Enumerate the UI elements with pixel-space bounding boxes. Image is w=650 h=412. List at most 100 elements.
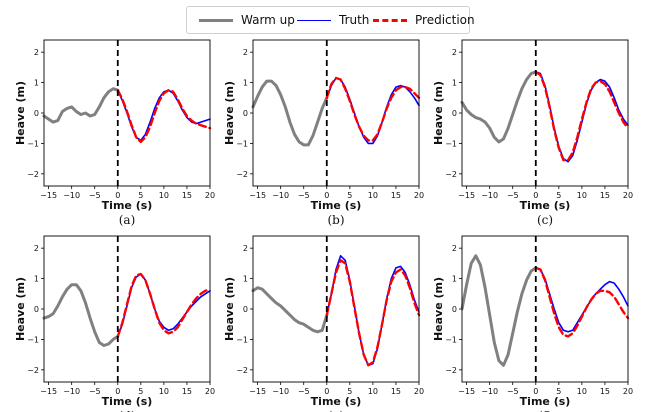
y-axis-label: Heave (m) (14, 277, 27, 341)
plot-frame (43, 235, 211, 383)
y-tick-label: 0 (34, 305, 39, 314)
panel-label: (c) (537, 213, 553, 227)
warm-up-line (42, 87, 120, 124)
x-tick-label: −5 (298, 387, 310, 396)
x-tick-label: 0 (533, 191, 538, 200)
x-tick-label: 10 (159, 387, 169, 396)
x-tick-label: −10 (272, 387, 289, 396)
y-tick-label: −2 (27, 170, 39, 179)
x-tick-label: 5 (556, 191, 561, 200)
prediction-line (534, 70, 630, 162)
y-tick-label: −2 (236, 170, 248, 179)
panel-label: (e) (328, 409, 344, 412)
x-tick-label: −10 (63, 191, 80, 200)
legend-label-prediction: Prediction (415, 13, 475, 27)
y-tick-label: 0 (452, 305, 457, 314)
x-tick-label: 10 (368, 191, 378, 200)
x-tick-label: −15 (40, 191, 57, 200)
y-tick-label: 2 (452, 244, 457, 253)
legend-item-prediction: Prediction (373, 7, 475, 33)
legend-label-warm-up: Warm up (241, 13, 295, 27)
plot-frame (461, 39, 629, 187)
y-tick-label: −1 (27, 139, 39, 148)
y-axis-label: Heave (m) (223, 81, 236, 145)
y-tick-label: 0 (34, 109, 39, 118)
x-tick-label: 10 (159, 191, 169, 200)
legend-item-truth: Truth (297, 7, 369, 33)
y-axis-label: Heave (m) (432, 277, 445, 341)
panel-label: (d) (118, 409, 135, 412)
x-tick-label: 0 (115, 387, 120, 396)
plot-frame (43, 39, 211, 187)
x-tick-label: 15 (182, 387, 192, 396)
x-tick-label: 10 (577, 191, 587, 200)
x-tick-label: 15 (391, 191, 401, 200)
plot-frame (252, 39, 420, 187)
x-tick-label: 15 (600, 191, 610, 200)
y-tick-label: 0 (243, 109, 248, 118)
legend-swatch-prediction (373, 18, 407, 22)
y-tick-label: −1 (445, 335, 457, 344)
y-tick-label: 0 (243, 305, 248, 314)
x-tick-label: −5 (507, 191, 519, 200)
legend: Warm up Truth Prediction (186, 6, 475, 34)
x-tick-label: −10 (481, 387, 498, 396)
y-tick-label: −1 (236, 139, 248, 148)
y-axis-label: Heave (m) (432, 81, 445, 145)
y-tick-label: −1 (445, 139, 457, 148)
x-tick-label: 15 (182, 191, 192, 200)
legend-label-truth: Truth (339, 13, 370, 27)
x-axis-label: Time (s) (520, 199, 571, 212)
x-tick-label: 15 (600, 387, 610, 396)
y-tick-label: −2 (236, 366, 248, 375)
x-tick-label: −15 (249, 387, 266, 396)
x-tick-label: −5 (507, 387, 519, 396)
x-tick-label: −15 (40, 387, 57, 396)
x-tick-label: 5 (138, 191, 143, 200)
x-axis-label: Time (s) (311, 395, 362, 408)
x-tick-label: 10 (368, 387, 378, 396)
plot-frame (461, 235, 629, 383)
y-tick-label: 0 (452, 109, 457, 118)
x-tick-label: −10 (481, 191, 498, 200)
y-tick-label: 2 (452, 48, 457, 57)
x-tick-label: 5 (347, 191, 352, 200)
warm-up-line (251, 286, 329, 334)
panel-label: (f) (538, 409, 552, 412)
warm-up-line (460, 254, 538, 367)
x-tick-label: 20 (623, 191, 633, 200)
y-tick-label: 2 (34, 244, 39, 253)
legend-swatch-truth (297, 19, 331, 21)
x-tick-label: −5 (89, 191, 101, 200)
x-axis-label: Time (s) (102, 395, 153, 408)
x-tick-label: −15 (249, 191, 266, 200)
legend-item-warm-up: Warm up (199, 7, 295, 33)
x-tick-label: 5 (138, 387, 143, 396)
truth-line (325, 255, 420, 367)
y-tick-label: 1 (34, 79, 39, 88)
y-tick-label: −2 (445, 366, 457, 375)
plot-frame (252, 235, 420, 383)
x-tick-label: −10 (272, 191, 289, 200)
y-tick-label: 1 (243, 79, 248, 88)
x-tick-label: −15 (458, 387, 475, 396)
prediction-line (534, 266, 630, 338)
x-axis-label: Time (s) (520, 395, 571, 408)
y-tick-label: −1 (236, 335, 248, 344)
y-tick-label: −1 (27, 335, 39, 344)
y-tick-label: 1 (243, 275, 248, 284)
x-tick-label: 0 (324, 387, 329, 396)
y-tick-label: 1 (34, 275, 39, 284)
y-axis-label: Heave (m) (14, 81, 27, 145)
x-tick-label: −5 (89, 387, 101, 396)
x-tick-label: 15 (391, 387, 401, 396)
panel-label: (b) (327, 213, 344, 227)
y-tick-label: 2 (243, 244, 248, 253)
x-tick-label: 20 (205, 191, 215, 200)
x-tick-label: 0 (324, 191, 329, 200)
